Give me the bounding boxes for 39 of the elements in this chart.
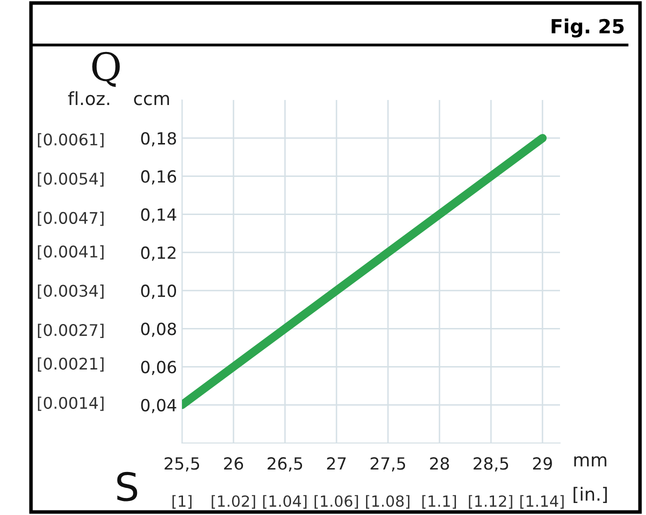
y2-tick-label: [0.0021] (38, 357, 104, 372)
y2-tick-label: [0.0054] (38, 172, 104, 187)
text: Q (92, 52, 120, 87)
y-tick-label: 0,08 (141, 322, 176, 337)
x-tick-label: 25,5 (164, 457, 200, 472)
x-tick-label: 29 (533, 457, 552, 470)
x-axis-title: mm (574, 456, 606, 466)
x2-tick-label: [1] (172, 495, 192, 509)
y-tick-label: 0,12 (141, 246, 176, 261)
x2-tick-label: [1.08] (366, 495, 410, 509)
x2-axis-title: [in.] (574, 486, 607, 504)
x-tick-label: 27 (327, 457, 346, 470)
chart-title: Fig. 25 (552, 18, 624, 38)
x-tick-label: 26 (224, 457, 244, 470)
y2-tick-label: [0.0027] (38, 324, 104, 338)
y2-tick-label: [0.0061] (38, 133, 104, 148)
y-tick-label: 0,04 (141, 398, 176, 414)
x-tick-label: 26,5 (268, 457, 302, 472)
y2-axis-title: fl.oz. (68, 91, 110, 106)
y2-tick-label: [0.0014] (38, 396, 104, 411)
y2-tick-label: [0.0047] (38, 212, 104, 226)
x2-tick-label: [1.06] (314, 495, 358, 509)
x-tick-label: 28 (430, 457, 449, 470)
y-tick-label: 0,14 (141, 208, 176, 223)
x2-tick-label: [1.12] (468, 495, 512, 509)
x-tick-label: 27,5 (370, 457, 406, 472)
y-tick-label: 0,18 (141, 132, 176, 146)
y-tick-label: 0,16 (141, 170, 176, 184)
x2-tick-label: [1.02] (212, 495, 256, 509)
y-axis-title: ccm (134, 94, 169, 106)
x2-tick-label: [1.1] (422, 495, 456, 509)
text: S (117, 472, 138, 502)
y-tick-label: 0,10 (141, 284, 176, 299)
y-tick-label: 0,06 (141, 360, 176, 376)
y2-tick-label: [0.0034] (38, 284, 104, 299)
y2-tick-label: [0.0041] (38, 245, 104, 260)
x-tick-label: 28,5 (474, 457, 508, 472)
x2-tick-label: [1.04] (263, 495, 307, 509)
x2-tick-label: [1.14] (520, 495, 564, 509)
